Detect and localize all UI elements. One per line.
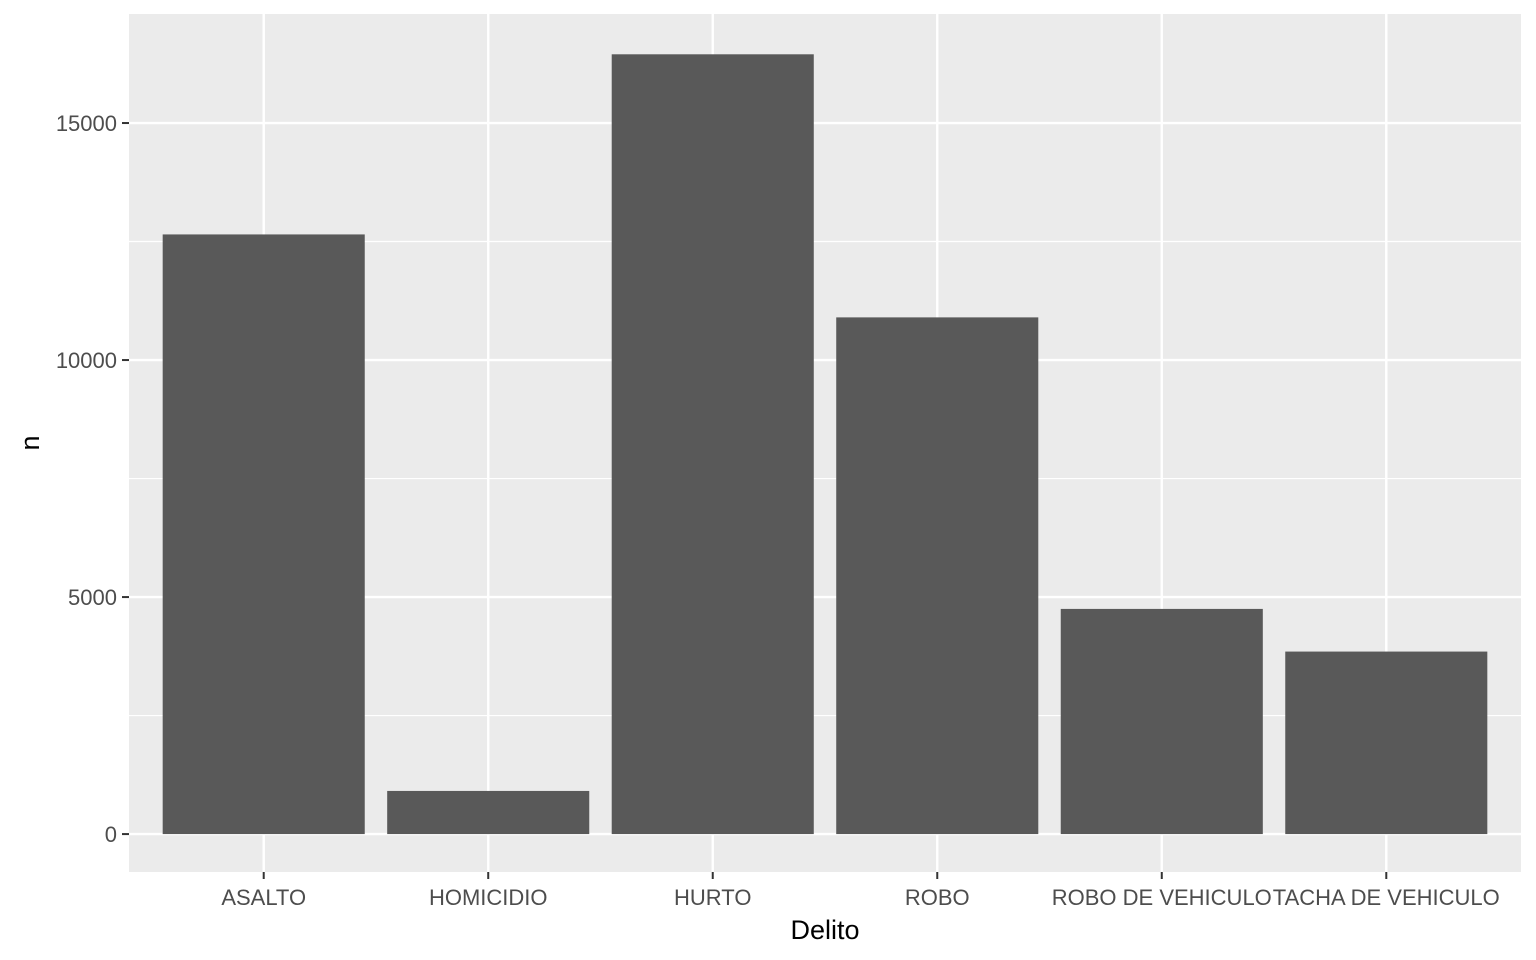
bar-asalto bbox=[163, 234, 365, 834]
x-tick-label: ROBO DE VEHICULO bbox=[1052, 885, 1272, 910]
x-axis-title: Delito bbox=[790, 915, 859, 945]
y-axis: 0 5000 10000 15000 bbox=[56, 111, 129, 847]
x-tick-label: ROBO bbox=[905, 885, 970, 910]
x-tick-label: TACHA DE VEHICULO bbox=[1273, 885, 1500, 910]
y-axis-title: n bbox=[15, 435, 45, 450]
x-tick-label: HOMICIDIO bbox=[429, 885, 548, 910]
x-tick-label: ASALTO bbox=[221, 885, 306, 910]
y-tick-label: 10000 bbox=[56, 348, 117, 373]
bar-homicidio bbox=[387, 791, 589, 834]
x-axis: ASALTO HOMICIDIO HURTO ROBO ROBO DE VEHICULO… bbox=[221, 872, 1499, 910]
bar-robo bbox=[836, 317, 1038, 834]
y-tick-label: 15000 bbox=[56, 111, 117, 136]
bar-robo-de-vehiculo bbox=[1061, 609, 1263, 834]
bar-tacha-de-vehiculo bbox=[1285, 652, 1487, 835]
y-tick-label: 5000 bbox=[68, 585, 117, 610]
bar-hurto bbox=[612, 54, 814, 834]
x-tick-label: HURTO bbox=[674, 885, 751, 910]
y-tick-label: 0 bbox=[105, 822, 117, 847]
